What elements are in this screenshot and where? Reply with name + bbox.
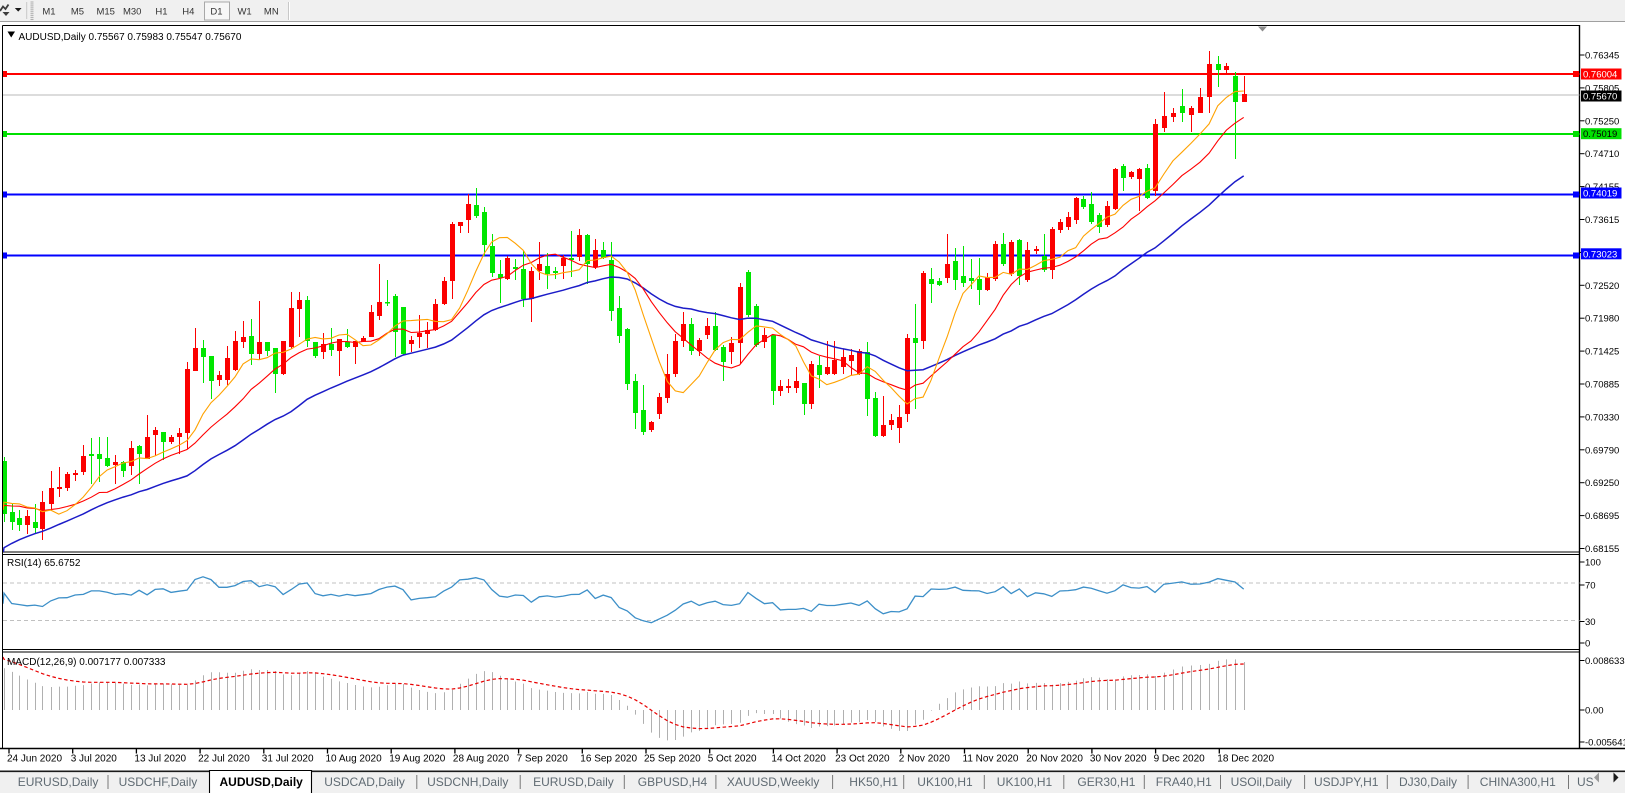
- svg-text:5 Oct 2020: 5 Oct 2020: [708, 754, 757, 765]
- svg-text:USDCHF,Daily: USDCHF,Daily: [119, 775, 198, 789]
- svg-text:0.74019: 0.74019: [1583, 189, 1617, 200]
- svg-text:0.69250: 0.69250: [1585, 478, 1619, 489]
- svg-text:14 Oct 2020: 14 Oct 2020: [771, 754, 826, 765]
- svg-text:UK100,H1: UK100,H1: [917, 775, 973, 789]
- svg-text:0.73615: 0.73615: [1585, 215, 1619, 226]
- svg-text:UK100,H1: UK100,H1: [997, 775, 1053, 789]
- svg-text:70: 70: [1585, 581, 1596, 592]
- svg-text:EURUSD,Daily: EURUSD,Daily: [18, 775, 99, 789]
- svg-text:-0.005641: -0.005641: [1585, 738, 1625, 749]
- svg-text:100: 100: [1585, 558, 1601, 569]
- svg-text:DJ30,Daily: DJ30,Daily: [1399, 775, 1457, 789]
- svg-text:9 Dec 2020: 9 Dec 2020: [1154, 754, 1206, 765]
- svg-text:13 Jul 2020: 13 Jul 2020: [134, 754, 186, 765]
- svg-text:FRA40,H1: FRA40,H1: [1156, 775, 1212, 789]
- svg-text:23 Oct 2020: 23 Oct 2020: [835, 754, 890, 765]
- svg-text:0.73023: 0.73023: [1583, 249, 1617, 260]
- svg-text:GER30,H1: GER30,H1: [1077, 775, 1135, 789]
- svg-text:11 Nov 2020: 11 Nov 2020: [963, 754, 1019, 765]
- svg-text:3 Jul 2020: 3 Jul 2020: [71, 754, 118, 765]
- svg-text:0.00: 0.00: [1585, 706, 1604, 717]
- svg-text:USDCAD,Daily: USDCAD,Daily: [324, 775, 405, 789]
- svg-text:W1: W1: [237, 7, 251, 18]
- svg-text:30 Nov 2020: 30 Nov 2020: [1090, 754, 1147, 765]
- svg-text:M1: M1: [42, 7, 55, 18]
- svg-text:0.75019: 0.75019: [1583, 129, 1617, 140]
- svg-text:10 Aug 2020: 10 Aug 2020: [326, 754, 383, 765]
- svg-text:0.71425: 0.71425: [1585, 347, 1619, 358]
- svg-text:H4: H4: [182, 7, 194, 18]
- svg-text:H1: H1: [155, 7, 167, 18]
- svg-text:30: 30: [1585, 617, 1596, 628]
- svg-text:0.72520: 0.72520: [1585, 281, 1619, 292]
- svg-text:0.75670: 0.75670: [1583, 92, 1617, 103]
- svg-text:USOil,Daily: USOil,Daily: [1231, 775, 1292, 789]
- svg-text:0.70885: 0.70885: [1585, 380, 1619, 391]
- svg-text:AUDUSD,Daily: AUDUSD,Daily: [220, 775, 304, 789]
- svg-text:22 Jul 2020: 22 Jul 2020: [198, 754, 250, 765]
- svg-text:RSI(14) 65.6752: RSI(14) 65.6752: [7, 558, 81, 569]
- svg-text:7 Sep 2020: 7 Sep 2020: [517, 754, 569, 765]
- svg-text:25 Sep 2020: 25 Sep 2020: [644, 754, 701, 765]
- svg-text:XAUUSD,Weekly: XAUUSD,Weekly: [727, 775, 819, 789]
- svg-text:20 Nov 2020: 20 Nov 2020: [1026, 754, 1083, 765]
- svg-text:M5: M5: [71, 7, 84, 18]
- svg-text:M15: M15: [96, 7, 114, 18]
- svg-text:USDJPY,H1: USDJPY,H1: [1314, 775, 1379, 789]
- svg-text:0.74710: 0.74710: [1585, 149, 1619, 160]
- svg-text:18 Dec 2020: 18 Dec 2020: [1217, 754, 1274, 765]
- svg-text:USDCNH,Daily: USDCNH,Daily: [427, 775, 508, 789]
- svg-text:0.68155: 0.68155: [1585, 544, 1619, 555]
- svg-text:US: US: [1577, 775, 1594, 789]
- svg-text:AUDUSD,Daily 0.75567 0.75983: AUDUSD,Daily 0.75567 0.75983 0.75547 0.7…: [19, 32, 242, 43]
- svg-text:0.71980: 0.71980: [1585, 314, 1619, 325]
- svg-text:EURUSD,Daily: EURUSD,Daily: [533, 775, 614, 789]
- svg-text:0.70330: 0.70330: [1585, 412, 1619, 423]
- svg-text:HK50,H1: HK50,H1: [849, 775, 898, 789]
- svg-text:2 Nov 2020: 2 Nov 2020: [899, 754, 951, 765]
- svg-text:19 Aug 2020: 19 Aug 2020: [389, 754, 446, 765]
- svg-text:0.69790: 0.69790: [1585, 445, 1619, 456]
- svg-text:0.75250: 0.75250: [1585, 116, 1619, 127]
- svg-text:MN: MN: [264, 7, 279, 18]
- svg-text:0: 0: [1585, 639, 1590, 650]
- svg-text:0.76004: 0.76004: [1583, 70, 1617, 81]
- svg-text:GBPUSD,H4: GBPUSD,H4: [638, 775, 708, 789]
- svg-text:31 Jul 2020: 31 Jul 2020: [262, 754, 314, 765]
- svg-text:0.75805: 0.75805: [1585, 83, 1619, 94]
- svg-text:24 Jun 2020: 24 Jun 2020: [7, 754, 62, 765]
- svg-text:0.008633: 0.008633: [1585, 656, 1625, 667]
- svg-text:MACD(12,26,9) 0.007177 0.00733: MACD(12,26,9) 0.007177 0.007333: [7, 657, 166, 668]
- svg-text:D1: D1: [210, 7, 222, 18]
- svg-text:28 Aug 2020: 28 Aug 2020: [453, 754, 510, 765]
- svg-text:0.68695: 0.68695: [1585, 511, 1619, 522]
- svg-text:16 Sep 2020: 16 Sep 2020: [580, 754, 637, 765]
- svg-text:CHINA300,H1: CHINA300,H1: [1480, 775, 1556, 789]
- svg-text:0.76345: 0.76345: [1585, 51, 1619, 62]
- svg-text:M30: M30: [123, 7, 141, 18]
